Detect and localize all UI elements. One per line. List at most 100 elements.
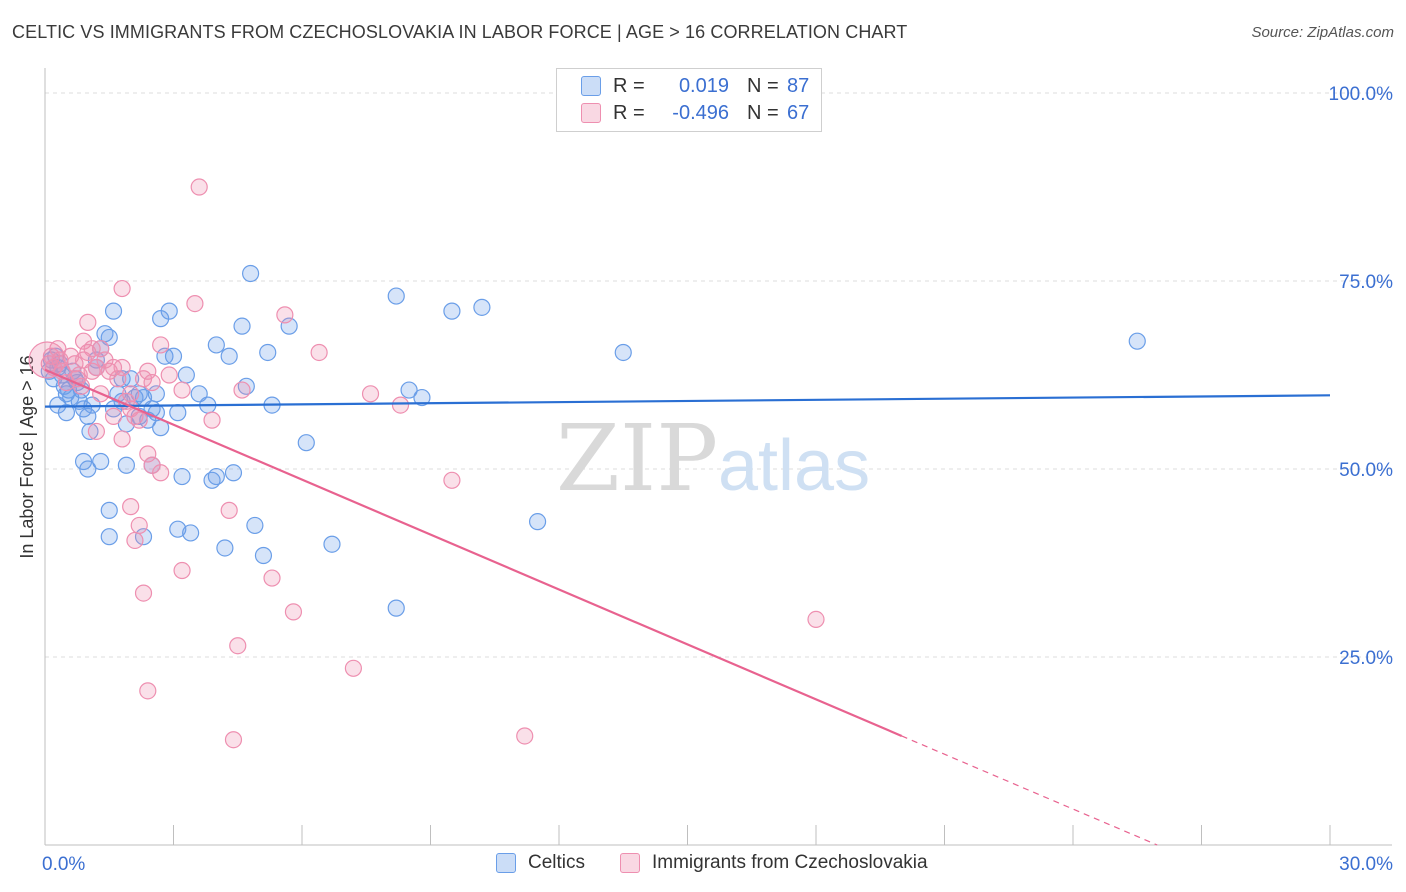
chart-title: CELTIC VS IMMIGRANTS FROM CZECHOSLOVAKIA… [12,22,908,42]
legend-r-label: R = [613,74,645,97]
celtics-point [400,381,418,399]
czech-point [391,396,410,414]
celtics-point [280,317,298,335]
source-label: Source: ZipAtlas.com [1251,24,1394,41]
czech-point [79,313,97,331]
celtics-point [528,513,547,531]
czech-point [122,385,140,403]
legend-n-value: 67 [787,101,810,124]
czech-point [443,471,461,489]
legend-n-label: N = [747,74,779,97]
czech-point [263,569,281,587]
celtics-point [387,599,405,617]
x-tick-label: 0.0% [42,854,85,875]
axes [44,68,1392,846]
czech-point [143,373,161,392]
celtics-point [79,460,97,478]
legend-swatch-celtics [496,853,516,873]
celtics-point [79,407,97,425]
celtics-point [413,388,431,407]
czech-trend-line [44,368,903,737]
czech-point [152,464,170,482]
legend-label-czech: Immigrants from Czechoslovakia [652,852,928,873]
czech-point [229,637,247,655]
celtics-point [246,516,264,535]
celtics-point [134,528,153,546]
correlation-legend: R = 0.019 N = 87 R = -0.496 N = 67 [556,68,822,132]
watermark: ZIP atlas [556,405,870,512]
celtics-point [92,452,110,471]
celtics-point [254,546,273,565]
celtics-point [173,467,191,486]
legend-n-label: N = [747,101,779,124]
celtics-point [207,467,225,486]
legend-swatch-celtics [581,76,601,96]
y-tick-label: 75.0% [1339,272,1393,293]
czech-point [276,306,294,324]
czech-point [134,584,153,602]
celtics-point [242,264,260,283]
czech-point [224,731,243,749]
czech-point [310,343,328,362]
legend-item-celtics: Celtics [496,852,585,874]
legend-label-celtics: Celtics [528,852,586,873]
legend-swatch-czech [620,853,640,873]
czech-point [233,381,251,399]
legend-swatch-czech [581,103,601,123]
czech-point [104,407,123,425]
czech-point [113,358,131,377]
czech-point [186,294,204,313]
series-czech-points [28,178,825,749]
legend-r-value: -0.496 [672,101,729,124]
czech-point [173,561,191,580]
czech-point [113,279,131,298]
celtics-point [117,456,135,474]
czech-point [109,370,127,388]
celtics-point [104,302,123,320]
celtics-point [216,539,234,557]
trend-lines [44,368,1331,846]
celtics-point [164,347,183,365]
czech-point [126,531,144,550]
czech-point [344,659,362,677]
celtics-point [233,317,251,335]
legend-row-celtics: R = 0.019 N = 87 [581,73,809,99]
czech-point [190,178,208,196]
celtics-point [297,434,315,452]
czech-point [807,610,825,629]
watermark-zip: ZIP [556,405,718,512]
x-tick-label: 30.0% [1339,854,1393,875]
celtics-point [169,404,187,422]
czech-point [160,366,178,384]
legend-item-czech: Immigrants from Czechoslovakia [620,852,928,874]
czech-point [173,381,191,399]
czech-point [361,385,380,403]
legend-row-czech: R = -0.496 N = 67 [581,100,809,126]
czech-point [130,411,148,429]
czech-point [220,501,238,519]
czech-point [203,411,221,429]
x-tick-labels: 0.0% 30.0% [42,854,1393,875]
y-tick-label: 25.0% [1339,648,1393,669]
czech-point [122,498,140,516]
y-tick-labels: 25.0% 50.0% 75.0% 100.0% [1329,84,1394,669]
legend-r-label: R = [613,101,645,124]
celtics-point [224,464,243,482]
celtics-trend-line [44,394,1331,408]
celtics-point [1128,332,1146,350]
czech-point [134,370,153,388]
grid-lines [45,92,1392,658]
series-legend: Celtics Immigrants from Czechoslovakia [0,852,1406,878]
watermark-atlas: atlas [718,426,870,506]
celtics-point [207,336,225,354]
celtics-point [220,347,238,365]
celtics-point [259,343,277,362]
celtics-point [147,385,165,403]
czech-point [139,682,157,700]
celtics-point [443,302,461,320]
czech-point [130,516,148,535]
czech-point-cluster [28,341,66,379]
celtics-point [177,366,195,384]
czech-point [152,336,170,354]
